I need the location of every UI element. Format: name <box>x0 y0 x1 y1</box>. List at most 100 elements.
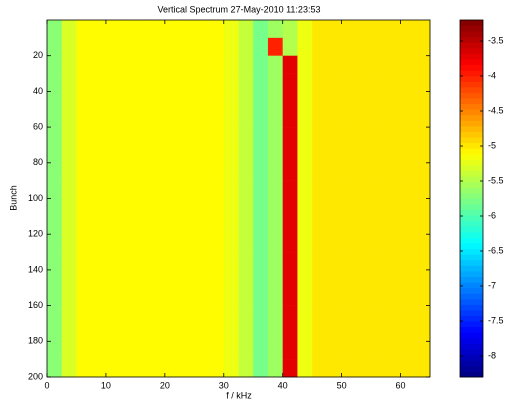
heatmap-cell <box>400 269 416 289</box>
heatmap-cell <box>238 20 254 39</box>
heatmap-cell <box>326 269 342 289</box>
heatmap-cell <box>312 341 328 360</box>
heatmap-cell <box>282 127 298 146</box>
heatmap-cell <box>164 269 180 289</box>
heatmap-cell <box>76 109 92 128</box>
heatmap-cell <box>61 180 77 199</box>
heatmap-cell <box>341 269 357 289</box>
colorbar-tick-label: -4 <box>488 70 496 80</box>
heatmap-cell <box>105 341 121 360</box>
heatmap-cell <box>91 20 107 39</box>
heatmap-cell <box>179 20 195 39</box>
heatmap-cell <box>223 252 239 271</box>
heatmap-cell <box>415 91 431 110</box>
heatmap-cell <box>267 305 283 324</box>
heatmap-cell <box>194 37 210 56</box>
heatmap-cell <box>135 216 151 235</box>
colorbar-segment <box>460 287 483 294</box>
heatmap-cell <box>150 252 166 271</box>
heatmap-cell <box>400 216 416 235</box>
heatmap-cell <box>312 180 328 199</box>
heatmap-cell <box>341 20 357 39</box>
heatmap-cell <box>400 73 416 92</box>
heatmap-cell <box>253 252 269 271</box>
heatmap-cell <box>194 252 210 271</box>
heatmap-cell <box>76 216 92 235</box>
heatmap-cell <box>47 144 63 164</box>
heatmap-cell <box>179 341 195 360</box>
heatmap-cell <box>415 73 431 92</box>
heatmap-cell <box>385 234 401 253</box>
heatmap-cell <box>312 73 328 92</box>
colorbar-segment <box>460 114 483 121</box>
colorbar-segment <box>460 81 483 88</box>
heatmap-cell <box>135 341 151 360</box>
heatmap-cell <box>61 269 77 289</box>
heatmap-cell <box>326 109 342 128</box>
heatmap-cell <box>150 234 166 253</box>
heatmap-cell <box>209 127 225 146</box>
heatmap-cell <box>179 234 195 253</box>
heatmap-cell <box>105 55 121 74</box>
heatmap-cell <box>253 55 269 74</box>
heatmap-cell <box>179 73 195 92</box>
heatmap-cell <box>135 91 151 110</box>
heatmap-cell <box>61 73 77 92</box>
heatmap-cell <box>194 73 210 92</box>
heatmap-cell <box>326 234 342 253</box>
heatmap-cell <box>297 234 313 253</box>
heatmap-cell <box>341 144 357 164</box>
heatmap-cell <box>91 73 107 92</box>
heatmap-cell <box>150 55 166 74</box>
heatmap-cell <box>326 216 342 235</box>
heatmap-cell <box>341 162 357 181</box>
heatmap-cell <box>150 109 166 128</box>
heatmap-cell <box>253 180 269 199</box>
y-tick-label: 160 <box>28 300 43 310</box>
heatmap-cell <box>223 73 239 92</box>
heatmap-cell <box>91 323 107 342</box>
colorbar-segment <box>460 248 483 255</box>
heatmap-cell <box>267 359 283 378</box>
y-axis-label: Bunch <box>8 185 18 211</box>
heatmap-cell <box>135 359 151 378</box>
colorbar-tick-label: -5 <box>488 140 496 150</box>
heatmap-cell <box>76 20 92 39</box>
heatmap-cell <box>105 269 121 289</box>
heatmap-cell <box>76 127 92 146</box>
x-tick-label: 20 <box>160 380 170 390</box>
heatmap-cell <box>209 162 225 181</box>
heatmap-cell <box>253 341 269 360</box>
heatmap-cell <box>400 37 416 56</box>
heatmap-cell <box>223 287 239 306</box>
colorbar-segment <box>460 321 483 328</box>
heatmap-cell <box>415 144 431 164</box>
heatmap-cell <box>105 144 121 164</box>
heatmap-cell <box>282 269 298 289</box>
heatmap-cell <box>415 287 431 306</box>
heatmap-cell <box>135 20 151 39</box>
colorbar-segment <box>460 47 483 54</box>
heatmap-cell <box>223 20 239 39</box>
heatmap-cell <box>105 234 121 253</box>
heatmap-cell <box>400 287 416 306</box>
heatmap-cell <box>282 37 298 56</box>
heatmap-cell <box>253 73 269 92</box>
heatmap-cell <box>400 55 416 74</box>
heatmap-cell <box>385 180 401 199</box>
heatmap-cell <box>297 216 313 235</box>
colorbar-segment <box>460 92 483 99</box>
colorbar-segment <box>460 254 483 261</box>
heatmap-cell <box>253 109 269 128</box>
heatmap-cell <box>385 37 401 56</box>
colorbar-segment <box>460 371 483 378</box>
x-tick-label: 60 <box>396 380 406 390</box>
heatmap-cell <box>194 341 210 360</box>
heatmap-cell <box>135 162 151 181</box>
heatmap-cell <box>385 91 401 110</box>
colorbar-segment <box>460 332 483 339</box>
heatmap-cell <box>371 144 387 164</box>
heatmap-cell <box>238 216 254 235</box>
heatmap-cell <box>341 216 357 235</box>
heatmap-cell <box>415 198 431 217</box>
